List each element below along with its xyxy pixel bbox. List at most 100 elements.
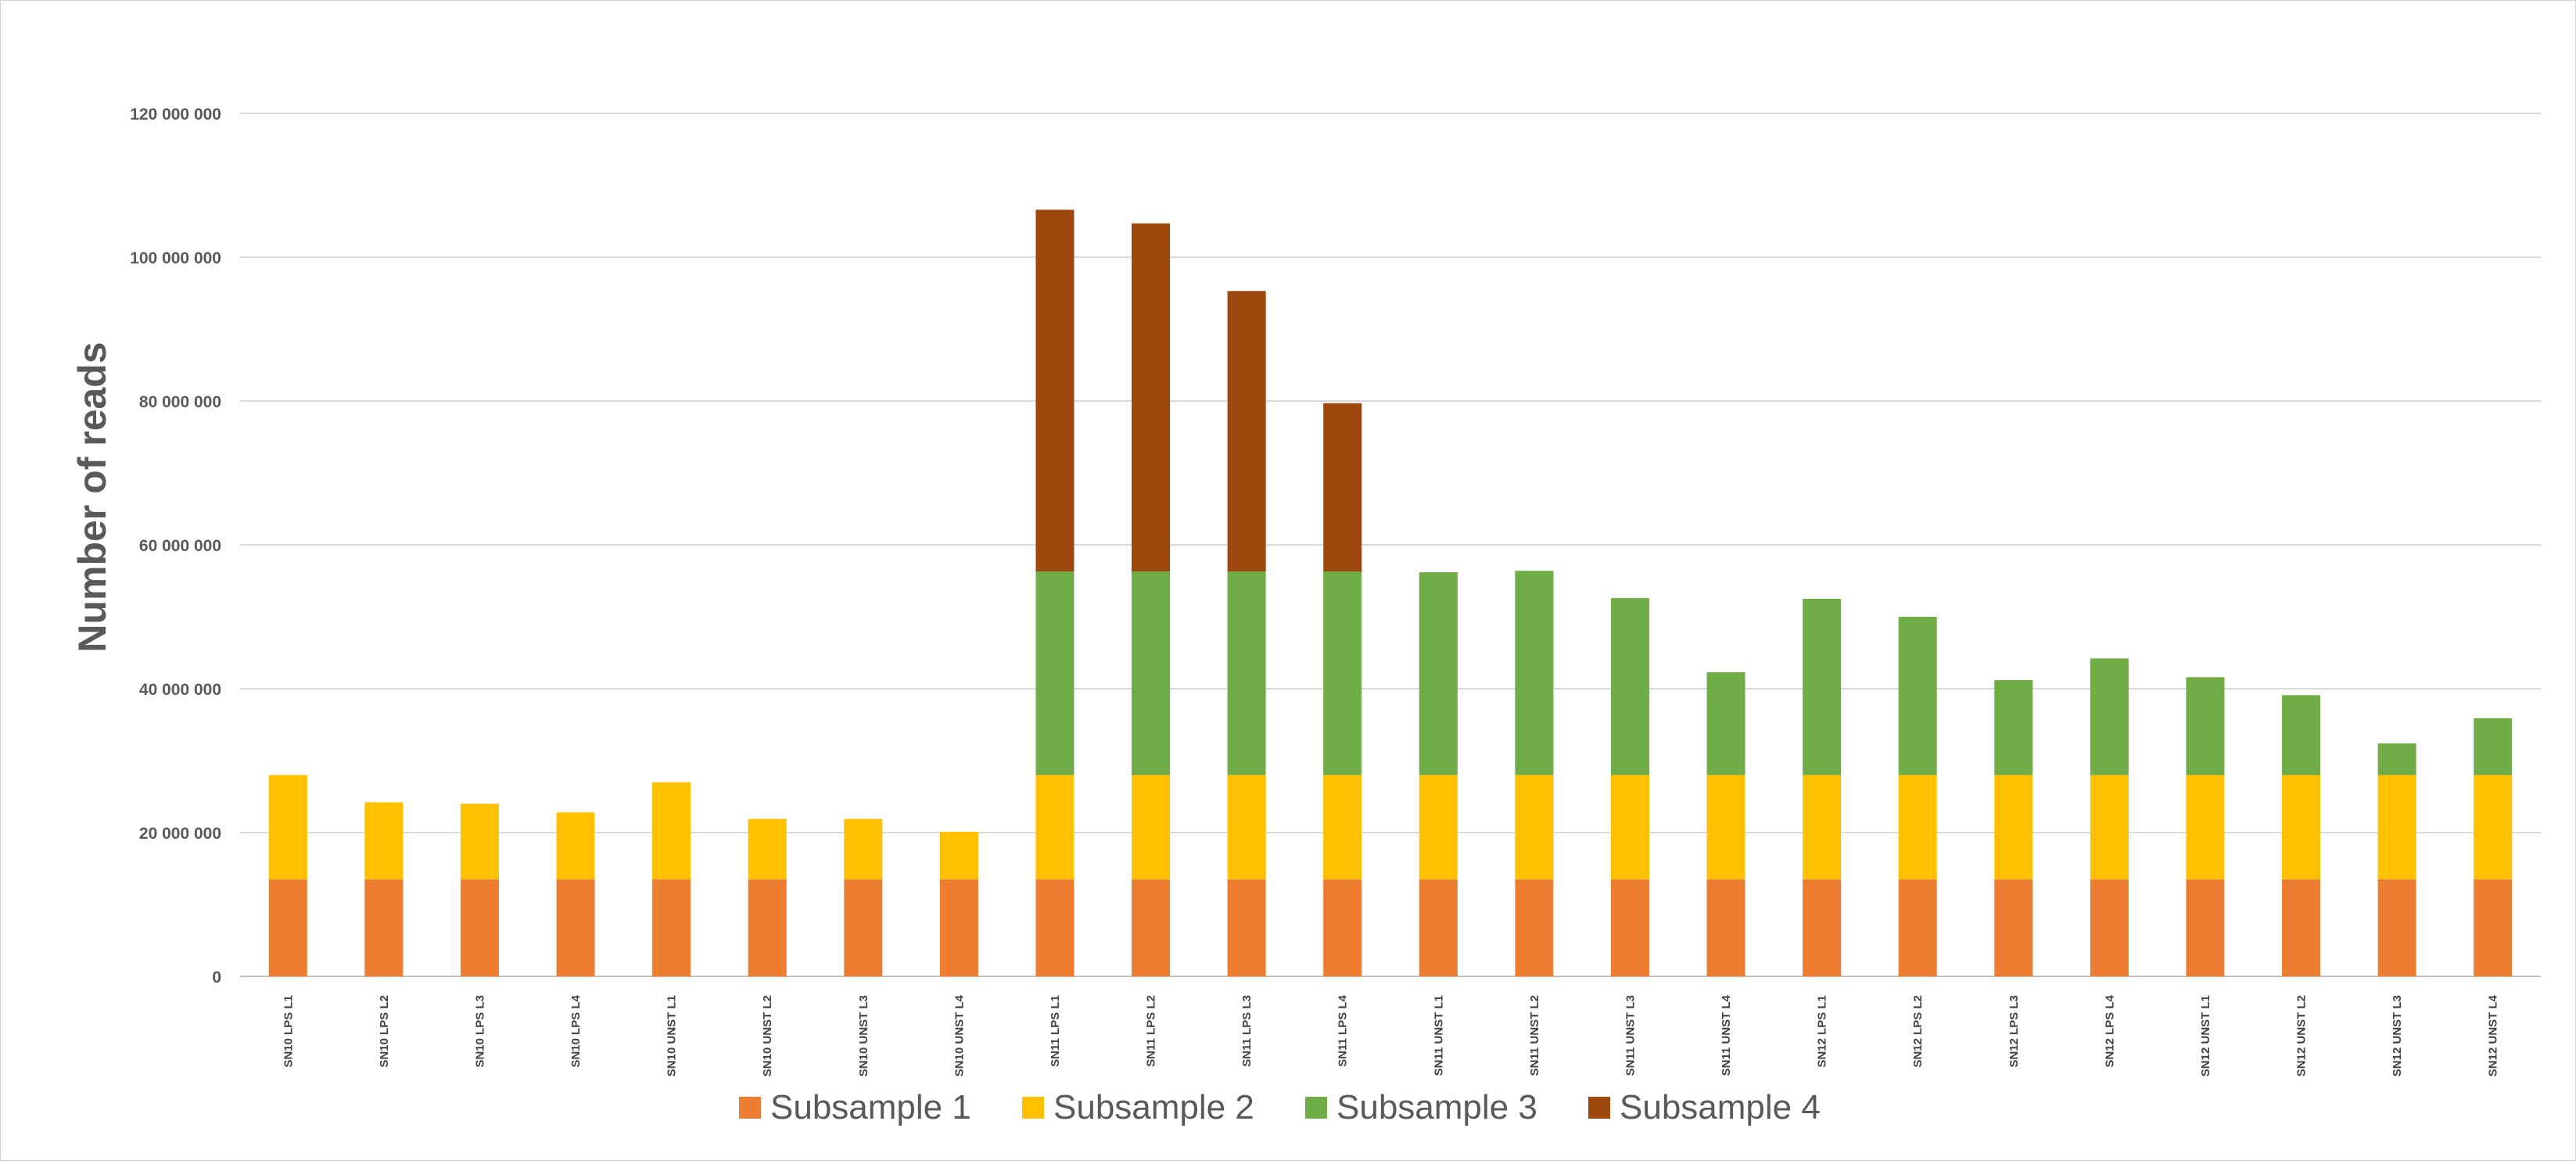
x-tick-label: SN12 UNST L4 xyxy=(2487,994,2500,1076)
bar-segment xyxy=(1994,879,2033,976)
bar-segment xyxy=(1227,291,1266,572)
bar-segment xyxy=(1515,571,1554,775)
bar-segment xyxy=(1323,879,1362,976)
bar-segment xyxy=(2282,695,2321,775)
bar-segment xyxy=(652,879,691,976)
bar-segment xyxy=(2186,677,2225,775)
bar-segment xyxy=(1419,571,1458,775)
x-tick-label: SN10 LPS L1 xyxy=(282,995,295,1068)
bar-segment xyxy=(1803,599,1842,775)
bar-segment xyxy=(1227,571,1266,775)
y-tick-label: 100 000 000 xyxy=(130,249,221,267)
bar-segment xyxy=(1898,879,1937,976)
bar-segment xyxy=(556,812,595,879)
x-tick-label: SN12 UNST L1 xyxy=(2199,995,2212,1076)
bar-segment xyxy=(1035,879,1075,976)
bar-segment xyxy=(1515,879,1554,976)
bar-segment xyxy=(1035,571,1075,775)
legend-swatch xyxy=(1305,1097,1327,1119)
gridlines xyxy=(240,113,2541,977)
bar-segment xyxy=(2186,879,2225,976)
bar-segment xyxy=(1610,775,1649,879)
y-tick-label: 0 xyxy=(212,969,221,987)
x-tick-label: SN10 LPS L3 xyxy=(473,995,486,1068)
bar-segment xyxy=(2377,743,2416,775)
bar-segment xyxy=(1898,775,1937,879)
bar-segment xyxy=(1419,879,1458,976)
legend-swatch xyxy=(739,1097,761,1119)
bar-segment xyxy=(1323,775,1362,879)
bar-segment xyxy=(1515,775,1554,879)
bar-segment xyxy=(1706,672,1745,775)
bar-segment xyxy=(844,818,883,879)
bar-segment xyxy=(2282,879,2321,976)
legend-label: Subsample 3 xyxy=(1336,1088,1537,1126)
bar-segment xyxy=(2474,718,2513,775)
bars xyxy=(268,210,2513,976)
bar-segment xyxy=(268,879,307,976)
bar-segment xyxy=(939,879,978,976)
bar-segment xyxy=(1035,775,1075,879)
x-tick-label: SN12 LPS L4 xyxy=(2103,994,2116,1067)
x-tick-label: SN10 LPS L2 xyxy=(378,995,391,1068)
bar-segment xyxy=(2186,775,2225,879)
x-tick-label: SN12 UNST L2 xyxy=(2295,995,2309,1076)
bar-segment xyxy=(2474,775,2513,879)
x-tick-label: SN11 LPS L2 xyxy=(1145,995,1158,1067)
x-tick-label: SN10 UNST L1 xyxy=(666,995,679,1076)
legend-label: Subsample 1 xyxy=(770,1088,971,1126)
legend-label: Subsample 2 xyxy=(1053,1088,1254,1126)
x-tick-label: SN10 UNST L3 xyxy=(857,995,870,1076)
x-tick-label: SN11 UNST L2 xyxy=(1528,995,1541,1076)
bar-segment xyxy=(1994,775,2033,879)
x-tick-label: SN10 UNST L2 xyxy=(761,995,774,1076)
bar-segment xyxy=(1132,571,1171,775)
x-tick-label: SN12 LPS L1 xyxy=(1816,995,1829,1068)
bar-segment xyxy=(1803,775,1842,879)
bar-segment xyxy=(1227,879,1266,976)
y-tick-label: 60 000 000 xyxy=(139,537,221,555)
bar-segment xyxy=(2282,775,2321,879)
bar-segment xyxy=(2090,775,2129,879)
bar-segment xyxy=(556,879,595,976)
bar-segment xyxy=(748,818,787,879)
x-tick-label: SN11 UNST L4 xyxy=(1720,994,1733,1076)
x-tick-label: SN11 UNST L3 xyxy=(1623,995,1637,1076)
y-tick-label: 40 000 000 xyxy=(139,681,221,699)
bar-segment xyxy=(1706,775,1745,879)
bar-segment xyxy=(460,879,499,976)
y-tick-label: 20 000 000 xyxy=(139,825,221,843)
bar-segment xyxy=(1994,679,2033,775)
y-axis-ticks: 0 20 000 000 40 000 000 60 000 000 80 000 00… xyxy=(130,106,221,987)
bar-segment xyxy=(1132,775,1171,879)
bar-segment xyxy=(1132,879,1171,976)
bar-segment xyxy=(1035,210,1075,572)
x-tick-label: SN11 UNST L1 xyxy=(1432,995,1445,1076)
x-axis-ticks: SN10 LPS L1 SN10 LPS L2 SN10 LPS L3 SN10 LP… xyxy=(282,994,2499,1076)
x-tick-label: SN12 LPS L2 xyxy=(1911,995,1925,1068)
bar-segment xyxy=(1227,775,1266,879)
y-axis-label: Number of reads xyxy=(70,342,114,652)
bar-segment xyxy=(844,879,883,976)
bar-segment xyxy=(1803,879,1842,976)
bar-segment xyxy=(939,832,978,879)
bar-segment xyxy=(1419,775,1458,879)
x-tick-label: SN10 UNST L4 xyxy=(953,994,966,1076)
bar-segment xyxy=(460,804,499,879)
bar-segment xyxy=(1132,223,1171,572)
bar-segment xyxy=(652,782,691,879)
bar-segment xyxy=(1706,879,1745,976)
bar-segment xyxy=(2090,658,2129,775)
x-tick-label: SN10 LPS L4 xyxy=(569,994,583,1067)
bar-segment xyxy=(2090,879,2129,976)
x-tick-label: SN11 LPS L1 xyxy=(1049,995,1062,1067)
x-tick-label: SN12 UNST L3 xyxy=(2391,995,2404,1076)
bar-segment xyxy=(748,879,787,976)
bar-segment xyxy=(1898,617,1937,775)
bar-segment xyxy=(2377,775,2416,879)
bar-segment xyxy=(364,879,404,976)
legend-label: Subsample 4 xyxy=(1620,1088,1821,1126)
bar-segment xyxy=(1610,598,1649,775)
